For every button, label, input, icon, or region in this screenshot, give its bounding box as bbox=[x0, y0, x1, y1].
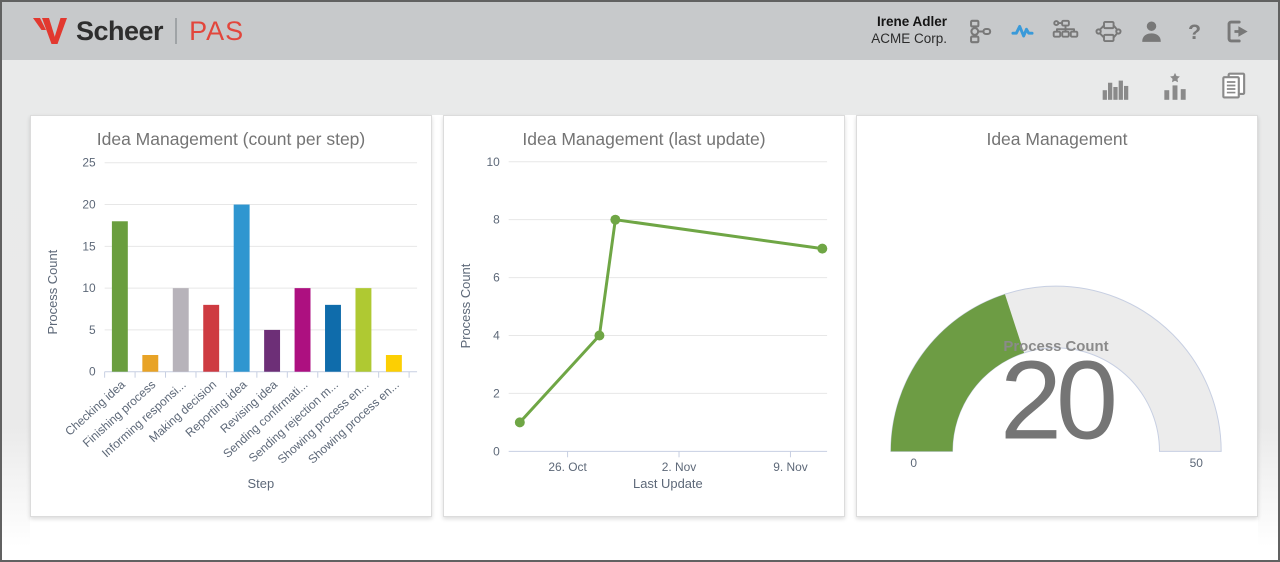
svg-text:4: 4 bbox=[493, 328, 500, 342]
svg-text:2: 2 bbox=[493, 386, 500, 400]
panel-last-update: Idea Management (last update) 0 2 4 6 8 10 26.… bbox=[443, 115, 845, 517]
line-chart[interactable]: 0 2 4 6 8 10 26. Oct 2. Nov 9. Nov Last Update Pro… bbox=[444, 116, 844, 516]
svg-text:50: 50 bbox=[1190, 456, 1204, 470]
svg-text:0: 0 bbox=[493, 444, 500, 458]
app-header: Scheer PAS Irene Adler ACME Corp. ? bbox=[2, 2, 1278, 60]
monitoring-pulse-icon[interactable] bbox=[1008, 17, 1037, 46]
scheer-logo-icon bbox=[33, 18, 67, 44]
chart-title: Idea Management (last update) bbox=[522, 129, 766, 149]
panel-count-per-step: Idea Management (count per step) 0 5 10 15 2… bbox=[30, 115, 432, 517]
sitemap-icon[interactable] bbox=[1051, 17, 1080, 46]
svg-text:15: 15 bbox=[82, 239, 96, 253]
svg-text:20: 20 bbox=[82, 198, 96, 212]
svg-text:?: ? bbox=[1188, 19, 1201, 43]
header-icon-nav: ? bbox=[965, 17, 1252, 46]
user-company: ACME Corp. bbox=[871, 31, 947, 46]
svg-text:Process Count: Process Count bbox=[458, 263, 473, 348]
report-icon[interactable] bbox=[1218, 71, 1250, 103]
user-icon[interactable] bbox=[1137, 17, 1166, 46]
svg-text:Last Update: Last Update bbox=[633, 476, 703, 491]
svg-text:9. Nov: 9. Nov bbox=[773, 460, 808, 474]
user-info: Irene Adler ACME Corp. bbox=[871, 14, 947, 48]
svg-text:6: 6 bbox=[493, 271, 500, 285]
brand-product: PAS bbox=[189, 15, 245, 46]
toolbar-icon-group bbox=[1100, 71, 1250, 103]
brand-name: Scheer bbox=[76, 15, 164, 46]
svg-text:10: 10 bbox=[486, 155, 500, 169]
dashboard-toolbar bbox=[2, 60, 1278, 115]
svg-text:0: 0 bbox=[89, 365, 96, 379]
panel-process-count-gauge: Idea Management 0 50 Process Count 20 bbox=[856, 115, 1258, 517]
chart-title: Idea Management (count per step) bbox=[96, 129, 366, 149]
workflow-icon[interactable] bbox=[965, 17, 994, 46]
svg-text:Step: Step bbox=[248, 476, 275, 491]
help-icon[interactable]: ? bbox=[1180, 17, 1209, 46]
background-fade-left bbox=[2, 115, 30, 547]
svg-text:2. Nov: 2. Nov bbox=[662, 460, 697, 474]
svg-text:8: 8 bbox=[493, 213, 500, 227]
brand-separator bbox=[175, 18, 178, 44]
svg-text:Process Count: Process Count bbox=[45, 249, 60, 334]
background-fade-right bbox=[1258, 115, 1278, 547]
svg-text:20: 20 bbox=[1000, 337, 1114, 462]
svg-text:Process Count: Process Count bbox=[1003, 338, 1108, 355]
logout-icon[interactable] bbox=[1223, 17, 1252, 46]
dashboard: Idea Management (count per step) 0 5 10 15 2… bbox=[2, 115, 1278, 560]
svg-text:10: 10 bbox=[82, 281, 96, 295]
column-chart-icon[interactable] bbox=[1100, 71, 1132, 103]
brand-logo: Scheer PAS bbox=[32, 16, 244, 47]
favorite-chart-icon[interactable] bbox=[1159, 71, 1191, 103]
chart-title: Idea Management bbox=[986, 129, 1128, 149]
svg-text:25: 25 bbox=[82, 156, 96, 170]
svg-text:5: 5 bbox=[89, 323, 96, 337]
svg-text:26. Oct: 26. Oct bbox=[548, 460, 587, 474]
process-collaboration-icon[interactable] bbox=[1094, 17, 1123, 46]
svg-text:0: 0 bbox=[910, 456, 917, 470]
user-name: Irene Adler bbox=[876, 14, 947, 30]
